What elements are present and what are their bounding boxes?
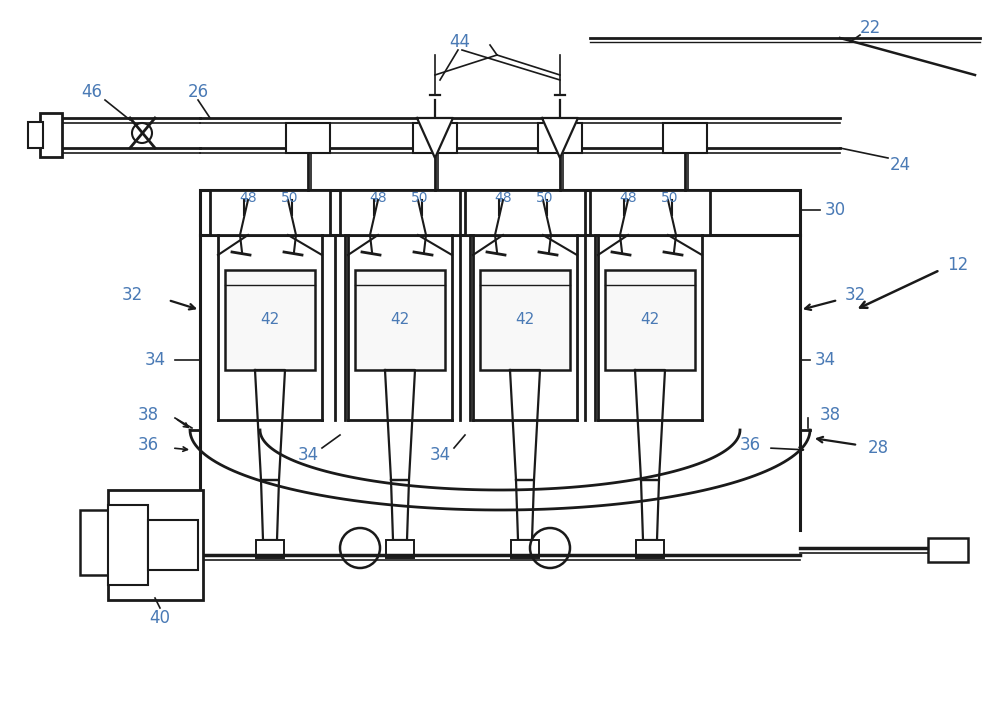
Text: 50: 50 [536,191,554,205]
Text: 50: 50 [661,191,679,205]
Text: 42: 42 [260,313,280,328]
Text: 34: 34 [297,446,319,464]
Bar [663,123,707,153]
Text: 44: 44 [450,33,471,51]
Polygon shape [385,370,415,480]
Bar [286,123,330,153]
Text: 42: 42 [515,313,535,328]
Bar [108,505,148,585]
Text: 30: 30 [824,201,846,219]
Bar [636,540,664,558]
Polygon shape [516,480,534,540]
Bar [511,540,539,558]
Text: 42: 42 [390,313,410,328]
Text: 40: 40 [150,609,170,627]
Bar [605,270,695,370]
Bar [413,123,457,153]
Text: 48: 48 [619,191,637,205]
Bar [465,190,585,235]
Text: 48: 48 [239,191,257,205]
Text: 48: 48 [494,191,512,205]
Bar [210,190,330,235]
Text: 34: 34 [814,351,836,369]
Polygon shape [641,480,659,540]
Text: 48: 48 [369,191,387,205]
Text: 34: 34 [429,446,451,464]
Bar [386,540,414,558]
Text: 22: 22 [859,19,881,37]
Bar [28,122,43,148]
Polygon shape [542,118,578,158]
Text: 38: 38 [137,406,159,424]
Bar [200,190,800,235]
Text: 32: 32 [121,286,143,304]
Text: 24: 24 [889,156,911,174]
Bar [225,270,315,370]
Bar [590,190,710,235]
Text: 38: 38 [819,406,841,424]
Polygon shape [261,480,279,540]
Bar [80,510,110,575]
Text: 42: 42 [640,313,660,328]
Text: 26: 26 [187,83,209,101]
Text: 36: 36 [739,436,761,454]
Bar [538,123,582,153]
Text: 46: 46 [82,83,103,101]
Bar [480,270,570,370]
Text: 50: 50 [411,191,429,205]
Polygon shape [635,370,665,480]
Polygon shape [510,370,540,480]
Bar [108,490,203,600]
Bar [928,538,968,562]
Bar [256,540,284,558]
Bar [148,520,198,570]
Text: 12: 12 [947,256,969,274]
Bar [340,190,460,235]
Text: 50: 50 [281,191,299,205]
Text: 34: 34 [144,351,166,369]
Polygon shape [417,118,453,158]
Polygon shape [255,370,285,480]
Bar [355,270,445,370]
Text: 36: 36 [137,436,159,454]
Text: 32: 32 [844,286,866,304]
Polygon shape [391,480,409,540]
Text: 28: 28 [867,439,889,457]
Bar [40,113,62,157]
